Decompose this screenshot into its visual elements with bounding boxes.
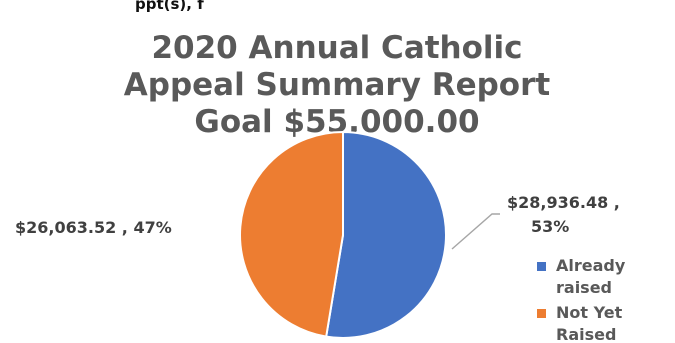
data-label-not-yet-raised: $26,063.52 , 47% bbox=[15, 218, 172, 237]
legend-label-already-raised-line-2: raised bbox=[556, 278, 612, 297]
pie-slice-already-raised bbox=[325, 130, 447, 339]
data-label-leader-line bbox=[451, 213, 500, 250]
data-label-already-raised-line-1: $28,936.48 , bbox=[507, 193, 620, 212]
legend-label-already-raised-line-1: Already bbox=[556, 256, 626, 275]
legend-swatch-already-raised bbox=[537, 262, 546, 271]
chart-title-line-2: Appeal Summary Report bbox=[124, 67, 551, 103]
pie-slice-not-yet-raised bbox=[239, 130, 344, 338]
data-label-already-raised-line-2: 53% bbox=[531, 217, 569, 236]
legend-label-not-yet-raised-line-2: Raised bbox=[556, 325, 616, 343]
chart-title-line-1: 2020 Annual Catholic bbox=[151, 30, 522, 66]
legend-label-not-yet-raised-line-1: Not Yet bbox=[556, 303, 623, 322]
top-text-fragment: ppt(s), f bbox=[135, 0, 204, 13]
legend-swatch-not-yet-raised bbox=[537, 309, 546, 318]
pie-slices-group bbox=[239, 130, 447, 339]
